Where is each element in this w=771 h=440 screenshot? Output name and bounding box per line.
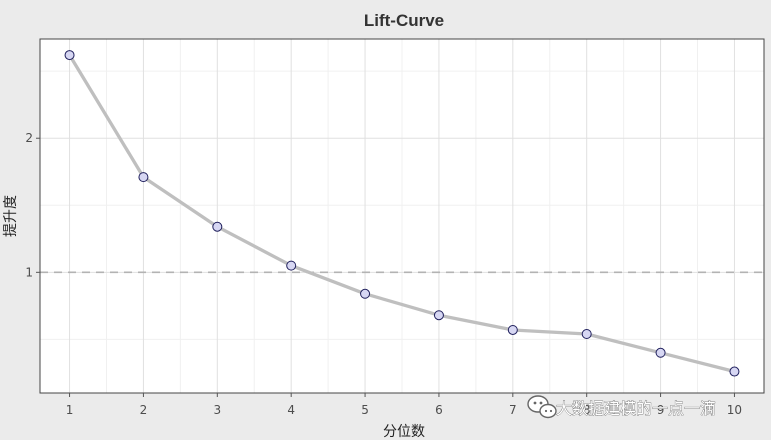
wechat-logo-icon — [527, 395, 557, 419]
panel-border — [39, 38, 765, 394]
watermark-text: 大数据建模的一点一滴 — [556, 399, 716, 418]
x-tick-label-10: 10 — [727, 403, 742, 417]
data-point-6 — [433, 310, 444, 321]
y-tick-label-1: 1 — [25, 265, 33, 279]
axis-layer: 1 2 3 4 5 6 7 8 9 10 1 2 — [25, 131, 742, 417]
data-point-7 — [507, 324, 518, 335]
watermark-group: 大数据建模的一点一滴 — [527, 395, 716, 419]
x-tick-label-8: 8 — [583, 403, 591, 417]
x-tick-label-2: 2 — [140, 403, 148, 417]
data-point-5 — [360, 288, 371, 299]
x-tick-label-4: 4 — [287, 403, 295, 417]
data-point-9 — [655, 347, 666, 358]
x-tick-label-1: 1 — [66, 403, 74, 417]
marker-layer — [64, 50, 740, 377]
data-point-8 — [581, 329, 592, 339]
y-tick-label-2: 2 — [25, 131, 33, 145]
x-tick-label-9: 9 — [657, 403, 665, 417]
x-tick-label-6: 6 — [435, 403, 443, 417]
x-axis-label: 分位数 — [383, 424, 425, 440]
x-tick-label-3: 3 — [213, 403, 221, 417]
data-point-10 — [729, 366, 740, 377]
data-point-3 — [212, 221, 223, 232]
data-point-4 — [286, 260, 297, 271]
data-point-1 — [64, 50, 75, 61]
chart-title: Lift-Curve — [364, 11, 444, 30]
x-tick-label-5: 5 — [361, 403, 369, 417]
x-tick-label-7: 7 — [509, 403, 517, 417]
lift-series-line — [67, 53, 737, 374]
series-layer — [67, 53, 737, 374]
data-point-2 — [138, 172, 149, 183]
y-axis-label: 提升度 — [3, 195, 19, 237]
